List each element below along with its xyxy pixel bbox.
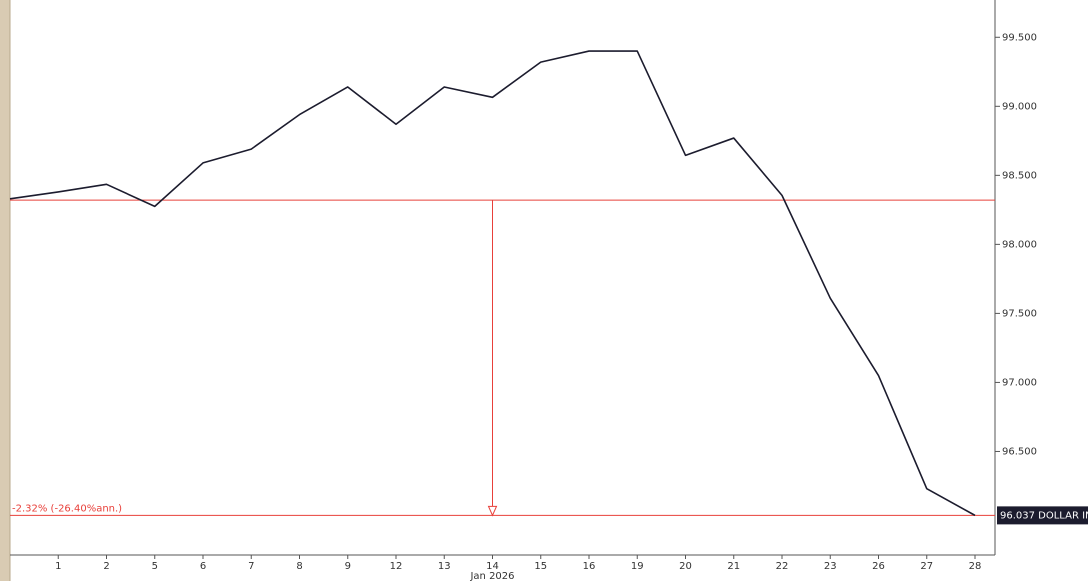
x-tick-label: 12 [390, 561, 403, 572]
left-border [0, 0, 10, 581]
arrow-head [487, 505, 498, 517]
y-tick-label: 98.500 [1002, 170, 1037, 181]
last-value-label: 96.037 DOLLAR IN [1000, 510, 1088, 521]
x-tick-label: 13 [438, 561, 451, 572]
y-tick-label: 96.500 [1002, 446, 1037, 457]
y-tick-label: 97.500 [1002, 308, 1037, 319]
x-tick-label: 1 [55, 561, 61, 572]
x-tick-label: 23 [824, 561, 837, 572]
x-tick-label: 21 [727, 561, 740, 572]
series-line [9, 50, 976, 517]
y-tick-label: 97.000 [1002, 377, 1037, 388]
x-tick-label: 9 [345, 561, 351, 572]
x-tick-label: 19 [631, 561, 644, 572]
y-tick-label: 98.000 [1002, 239, 1037, 250]
x-tick-label: 5 [152, 561, 158, 572]
x-tick-label: 27 [920, 561, 933, 572]
x-tick-label: 14 [486, 561, 499, 572]
x-tick-label: 28 [969, 561, 982, 572]
x-axis-label: Jan 2026 [469, 571, 514, 581]
y-tick-label: 99.000 [1002, 101, 1037, 112]
x-tick-label: 20 [679, 561, 692, 572]
x-tick-label: 8 [296, 561, 302, 572]
x-tick-label: 15 [534, 561, 547, 572]
last-value-box [997, 506, 1088, 525]
x-tick-label: 2 [103, 561, 109, 572]
x-tick-label: 7 [248, 561, 254, 572]
x-tick-label: 16 [583, 561, 596, 572]
x-tick-label: 22 [776, 561, 789, 572]
y-tick-label: 99.500 [1002, 32, 1037, 43]
x-tick-label: 6 [200, 561, 206, 572]
x-tick-label: 26 [872, 561, 885, 572]
change-annotation: -2.32% (-26.40%ann.) [12, 503, 122, 514]
